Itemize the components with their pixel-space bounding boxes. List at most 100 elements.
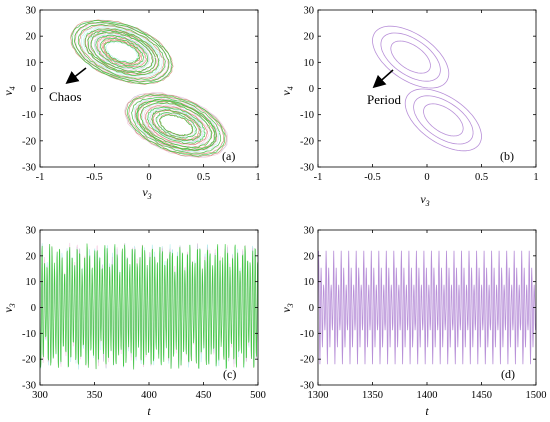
attractor-orbit	[133, 98, 219, 153]
annotation-arrow-a	[65, 67, 87, 84]
ytick-label: 20	[304, 251, 315, 262]
yticks-d: 30 20 10 0 -10 -20 -30	[300, 226, 536, 392]
ytick-label: 20	[304, 32, 315, 43]
attractor-orbit	[79, 25, 165, 79]
attractor-orbit	[82, 27, 161, 77]
attractor-orbit	[128, 94, 225, 155]
xtick-label: 1300	[308, 390, 329, 401]
attractor-orbit	[137, 100, 216, 150]
ytick-label: -10	[22, 329, 36, 340]
ytick-label: 30	[304, 226, 315, 237]
xtick-label: 1350	[362, 390, 383, 401]
xtick-label: 0.5	[475, 172, 488, 183]
attractor-orbit	[77, 24, 166, 80]
ylabel-a: v4	[1, 86, 17, 95]
ytick-label: -10	[300, 329, 314, 340]
xtick-label: 350	[87, 390, 103, 401]
attractor-orbit	[159, 114, 194, 137]
annotation-a: Chaos	[49, 89, 82, 104]
ytick-label: 20	[26, 251, 37, 262]
ytick-label: 0	[31, 303, 36, 314]
attractor-orbit	[102, 39, 141, 65]
ytick-label: 20	[26, 32, 37, 43]
attractor-orbit	[139, 102, 213, 149]
ytick-label: 10	[26, 58, 37, 69]
ytick-label: -30	[22, 163, 36, 174]
xtick-label: 1500	[526, 390, 547, 401]
plot-area-d	[318, 250, 536, 365]
annotation-b: Period	[367, 92, 401, 107]
ytick-label: 0	[309, 303, 314, 314]
attractor-orbit	[97, 36, 147, 68]
ytick-label: -20	[22, 355, 36, 366]
xlabel-a: v3	[142, 185, 151, 201]
periodic-orbit	[380, 32, 441, 82]
xticks-a: -1 -0.5 0 0.5 1	[36, 10, 261, 183]
xtick-label: -0.5	[86, 172, 103, 183]
panel-tag-c: (c)	[223, 367, 236, 381]
attractor-orbit	[104, 40, 140, 64]
time-series-line	[318, 250, 536, 365]
attractor-orbit	[131, 96, 222, 154]
xtick-label: 500	[250, 390, 266, 401]
attractor-orbit	[135, 98, 218, 152]
xtick-label: 0	[424, 172, 429, 183]
attractor-orbit	[135, 99, 217, 151]
ytick-label: 0	[309, 84, 314, 95]
ytick-label: -10	[22, 110, 36, 121]
annotation-arrow-b	[372, 69, 394, 89]
xtick-label: 450	[196, 390, 212, 401]
periodic-orbit	[372, 25, 450, 89]
xtick-label: 1450	[471, 390, 492, 401]
xticks-b: -1 -0.5 0 0.5 1	[314, 10, 539, 183]
attractor-orbit	[128, 94, 225, 156]
time-series-line	[40, 243, 258, 370]
xlabel-d: t	[425, 404, 429, 418]
attractor-orbit	[149, 108, 203, 142]
ytick-label: -30	[300, 381, 314, 392]
periodic-orbit	[390, 40, 431, 74]
attractor-orbit	[155, 112, 198, 139]
ytick-label: -30	[22, 381, 36, 392]
xtick-label: -1	[36, 172, 45, 183]
ytick-label: -30	[300, 163, 314, 174]
attractor-orbit	[95, 34, 149, 69]
attractor-orbit	[70, 19, 174, 85]
yticks-a: 30 20 10 0 -10 -20 -30	[22, 6, 258, 174]
xtick-label: 1400	[417, 390, 438, 401]
xtick-label: 300	[32, 390, 48, 401]
panel-a: -1 -0.5 0 0.5 1 30 20 10 0 -10 -20 -30 v3 v4 (a) C…	[1, 6, 261, 202]
ylabel-c: v3	[1, 303, 17, 312]
attractor-orbit	[73, 21, 170, 83]
xtick-label: 400	[141, 390, 157, 401]
attractor-orbit	[84, 28, 160, 76]
attractor-orbit	[71, 20, 173, 85]
attractor-orbit	[145, 105, 208, 145]
ytick-label: 10	[304, 58, 315, 69]
attractor-orbit	[125, 93, 227, 158]
axes-frame-b	[317, 9, 537, 168]
xticks-d: 1300 1350 1400 1450 1500	[308, 230, 547, 401]
attractor-orbit	[127, 94, 226, 157]
ytick-label: -10	[300, 110, 314, 121]
panel-b: -1 -0.5 0 0.5 1 30 20 10 0 -10 -20 -30 v3 v4 (b) P…	[279, 6, 539, 209]
ytick-label: -20	[300, 136, 314, 147]
periodic-orbit	[404, 88, 482, 152]
xtick-label: 1	[255, 172, 260, 183]
ytick-label: -20	[22, 136, 36, 147]
xticks-c: 300 350 400 450 500	[32, 230, 266, 401]
xtick-label: 0.5	[197, 172, 210, 183]
ylabel-d: v3	[279, 303, 295, 312]
xtick-label: -1	[314, 172, 323, 183]
ytick-label: 30	[304, 6, 315, 17]
attractor-orbit	[93, 34, 149, 70]
xtick-label: -0.5	[364, 172, 381, 183]
plot-area-c	[40, 242, 258, 370]
ylabel-b: v4	[279, 86, 295, 95]
panel-tag-b: (b)	[500, 149, 514, 163]
ytick-label: 30	[26, 226, 37, 237]
attractor-orbit	[87, 30, 156, 75]
ytick-label: -20	[300, 355, 314, 366]
xlabel-c: t	[147, 404, 151, 418]
